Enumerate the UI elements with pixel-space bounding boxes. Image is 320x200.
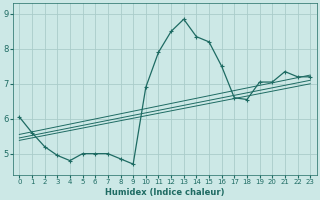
X-axis label: Humidex (Indice chaleur): Humidex (Indice chaleur) xyxy=(105,188,225,197)
